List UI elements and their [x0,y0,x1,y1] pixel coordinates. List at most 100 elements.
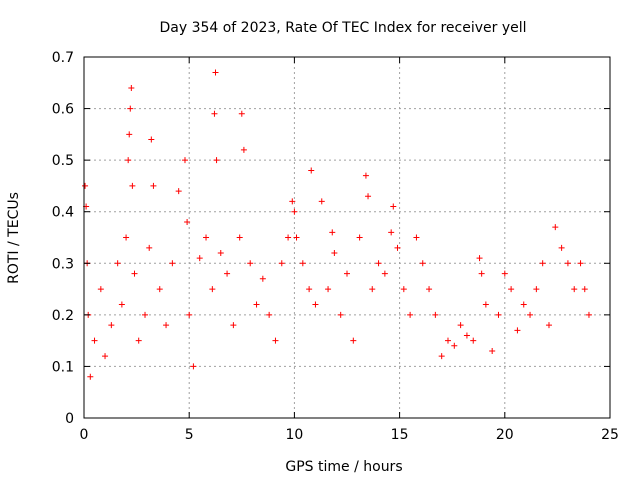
data-point [156,286,163,293]
data-point [539,260,546,267]
data-point [196,255,203,262]
data-point [457,322,464,329]
data-point [489,347,496,354]
x-tick-label: 10 [285,427,303,443]
y-tick-label: 0 [65,411,74,427]
data-point [329,229,336,236]
y-tick-labels: 0 0.1 0.2 0.3 0.4 0.5 0.6 0.7 [52,50,74,427]
data-point [211,110,218,117]
x-tick-label: 15 [391,427,409,443]
data-point [381,270,388,277]
data-point [299,260,306,267]
data-point [278,260,285,267]
y-tick-label: 0.3 [52,256,74,272]
data-point [325,286,332,293]
data-point [390,203,397,210]
data-point [365,193,372,200]
data-point [577,260,584,267]
data-point [128,84,135,91]
data-point [259,275,266,282]
data-point [247,260,254,267]
data-points [82,69,592,380]
data-point [558,244,565,251]
data-point [375,260,382,267]
data-point [131,270,138,277]
data-point [306,286,313,293]
data-point [362,172,369,179]
x-tick-label: 25 [601,427,619,443]
data-point [308,167,315,174]
data-point [533,286,540,293]
data-point [545,322,552,329]
data-point [337,311,344,318]
data-point [356,234,363,241]
data-point [175,188,182,195]
data-point [514,327,521,334]
data-point [388,229,395,236]
data-point [240,146,247,153]
data-point [266,311,273,318]
data-point [212,69,219,76]
data-point [432,311,439,318]
data-point [564,260,571,267]
data-point [463,332,470,339]
data-point [126,131,133,138]
data-point [470,337,477,344]
data-point [451,342,458,349]
data-point [142,311,149,318]
data-point [169,260,176,267]
y-axis-label: ROTI / TECUs [6,192,22,284]
data-point [236,234,243,241]
data-point [181,157,188,164]
data-point [135,337,142,344]
data-point [209,286,216,293]
data-point [125,157,132,164]
x-tick-label: 20 [496,427,514,443]
data-point [400,286,407,293]
data-point [312,301,319,308]
data-point [571,286,578,293]
data-point [508,286,515,293]
data-point [285,234,292,241]
grid-lines [84,57,610,418]
x-tick-label: 0 [80,427,89,443]
data-point [350,337,357,344]
plot-border [83,56,611,419]
data-point [123,234,130,241]
data-point [82,182,89,189]
data-point [520,301,527,308]
data-point [318,198,325,205]
y-tick-label: 0.7 [52,50,74,66]
data-point [87,373,94,380]
data-point [444,337,451,344]
axis-ticks [83,56,611,419]
data-point [272,337,279,344]
y-tick-label: 0.5 [52,153,74,169]
data-point [293,234,300,241]
data-point [438,353,445,360]
data-point [394,244,401,251]
data-point [527,311,534,318]
y-tick-label: 0.2 [52,308,74,324]
data-point [369,286,376,293]
data-point [102,353,109,360]
y-tick-label: 0.4 [52,205,74,221]
data-point [150,182,157,189]
data-point [230,322,237,329]
data-point [163,322,170,329]
data-point [419,260,426,267]
data-point [148,136,155,143]
data-point [552,224,559,231]
data-point [146,244,153,251]
data-point [224,270,231,277]
data-point [129,182,136,189]
data-point [501,270,508,277]
y-tick-label: 0.1 [52,359,74,375]
data-point [344,270,350,277]
data-point [97,286,104,293]
data-point [127,105,134,112]
data-point [585,311,592,318]
x-tick-labels: 0 5 10 15 20 25 [80,427,619,443]
data-point [331,249,338,256]
